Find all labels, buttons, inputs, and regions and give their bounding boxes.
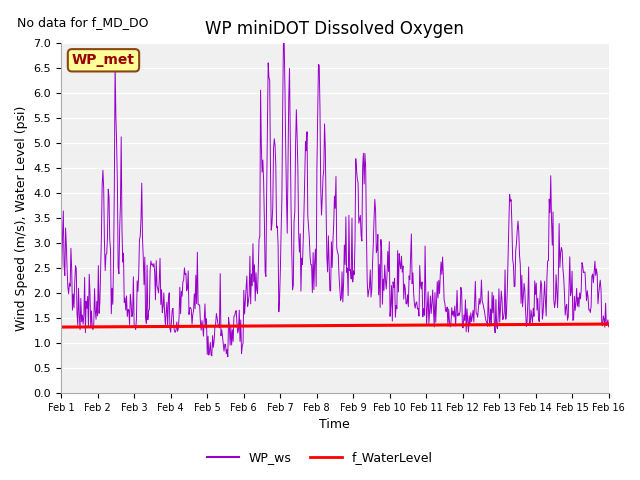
WP_ws	[67, 245, 75, 251]
WP_ws	[605, 324, 612, 330]
Line: WP_ws: WP_ws	[61, 43, 609, 357]
f_WaterLevel	[417, 322, 425, 328]
WP_ws	[57, 278, 65, 284]
Text: No data for f_MD_DO: No data for f_MD_DO	[17, 16, 148, 29]
Text: WP_met: WP_met	[72, 53, 135, 67]
f_WaterLevel	[208, 324, 216, 329]
WP_ws	[224, 354, 232, 360]
Y-axis label: Wind Speed (m/s), Water Level (psi): Wind Speed (m/s), Water Level (psi)	[15, 105, 28, 331]
WP_ws	[124, 313, 131, 319]
WP_ws	[280, 40, 287, 46]
X-axis label: Time: Time	[319, 419, 350, 432]
f_WaterLevel	[179, 324, 187, 329]
f_WaterLevel	[67, 324, 75, 330]
f_WaterLevel	[605, 321, 612, 327]
Line: f_WaterLevel: f_WaterLevel	[61, 324, 609, 327]
f_WaterLevel	[401, 322, 409, 328]
WP_ws	[179, 279, 187, 285]
f_WaterLevel	[124, 324, 131, 330]
Title: WP miniDOT Dissolved Oxygen: WP miniDOT Dissolved Oxygen	[205, 21, 464, 38]
WP_ws	[208, 353, 216, 359]
WP_ws	[419, 314, 427, 320]
WP_ws	[403, 301, 411, 307]
f_WaterLevel	[57, 324, 65, 330]
Legend: WP_ws, f_WaterLevel: WP_ws, f_WaterLevel	[202, 446, 438, 469]
